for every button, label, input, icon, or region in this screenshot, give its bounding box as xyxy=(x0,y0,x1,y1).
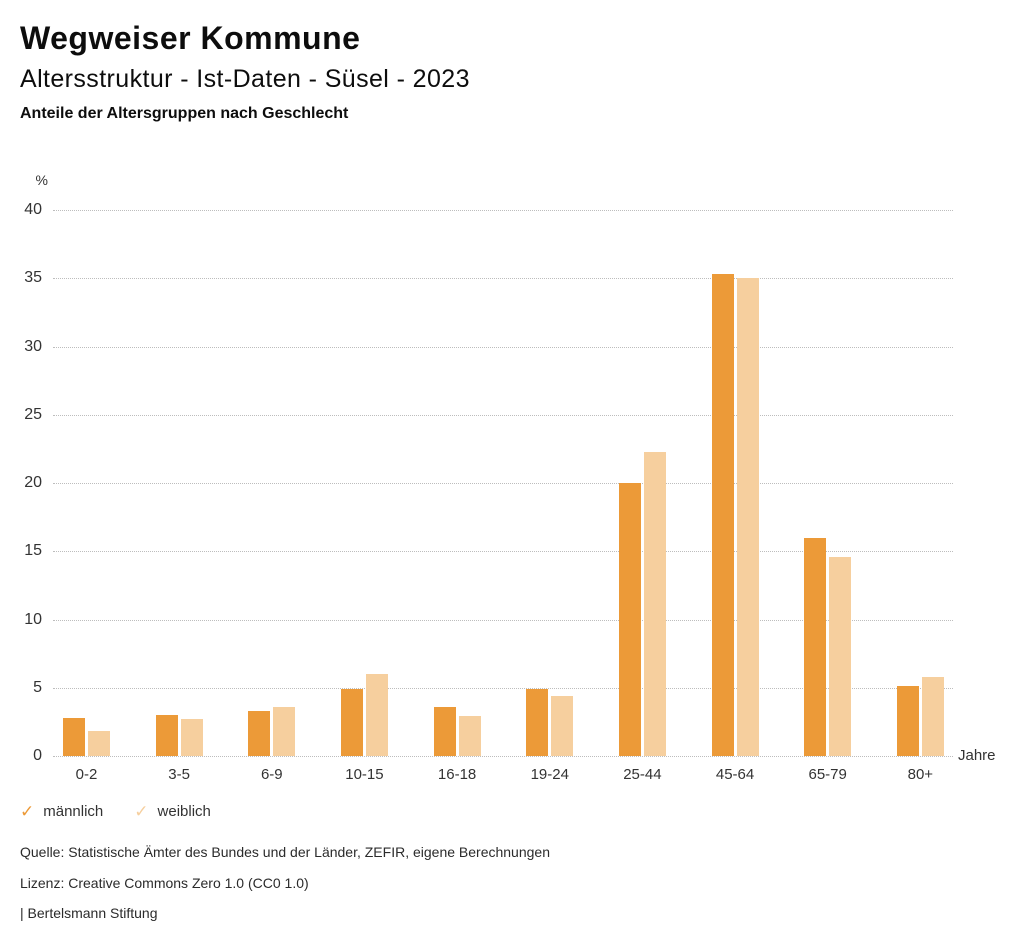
x-axis-tick-label: 65-79 xyxy=(808,766,847,783)
gridline xyxy=(53,414,953,416)
bar-weiblich-80+[interactable] xyxy=(921,676,944,756)
y-axis-tick-label: 0 xyxy=(33,747,42,764)
x-axis-tick-label: 3-5 xyxy=(168,766,190,783)
y-axis-tick-label: 25 xyxy=(24,405,42,423)
attribution-text: | Bertelsmann Stiftung xyxy=(20,905,158,921)
gridline xyxy=(53,619,953,621)
gridline xyxy=(53,278,953,280)
bar-männlich-16-18[interactable] xyxy=(433,706,456,756)
bar-weiblich-25-44[interactable] xyxy=(643,451,666,756)
checkmark-icon: ✓ xyxy=(20,802,35,821)
checkmark-icon: ✓ xyxy=(134,802,149,821)
bar-männlich-6-9[interactable] xyxy=(248,710,271,756)
gridline xyxy=(53,551,953,553)
page-title: Wegweiser Kommune xyxy=(20,20,361,56)
y-axis-tick-label: 35 xyxy=(24,269,42,287)
x-axis-tick-label: 6-9 xyxy=(260,766,283,783)
gridline xyxy=(53,756,953,757)
y-axis-tick-label: 10 xyxy=(24,610,42,628)
bar-männlich-19-24[interactable] xyxy=(526,689,549,756)
gridline xyxy=(53,210,953,211)
chart-plot xyxy=(53,210,953,757)
x-axis-unit-label: Jahre xyxy=(958,747,996,764)
x-axis-tick-label: 80+ xyxy=(907,766,934,783)
x-axis-tick-label: 19-24 xyxy=(530,766,569,783)
bar-weiblich-3-5[interactable] xyxy=(180,719,203,756)
bar-weiblich-45-64[interactable] xyxy=(736,278,759,756)
y-axis-unit-label: % xyxy=(35,172,48,188)
x-axis-tick-label: 45-64 xyxy=(715,766,755,783)
bar-weiblich-19-24[interactable] xyxy=(551,695,574,756)
page-subtitle: Altersstruktur - Ist-Daten - Süsel - 202… xyxy=(20,65,470,93)
bar-weiblich-10-15[interactable] xyxy=(365,674,388,756)
gridline xyxy=(53,687,953,689)
y-axis-tick-label: 40 xyxy=(24,201,42,218)
legend-item-weiblich[interactable]: ✓ weiblich xyxy=(134,803,211,820)
chart-legend: ✓ männlich ✓ weiblich xyxy=(20,803,242,820)
license-text: Lizenz: Creative Commons Zero 1.0 (CC0 1… xyxy=(20,875,309,891)
bar-weiblich-6-9[interactable] xyxy=(273,706,296,756)
chart-area: % Jahre 0 5 10 15 20 25 30 35 40 0-2 3-5 6-9 10-15 16… xyxy=(0,172,1024,810)
chart-heading: Anteile der Altersgruppen nach Geschlech… xyxy=(20,105,349,122)
legend-label-weiblich: weiblich xyxy=(157,803,211,820)
bar-männlich-0-2[interactable] xyxy=(63,717,85,756)
y-axis-tick-label: 15 xyxy=(24,542,42,560)
bar-männlich-45-64[interactable] xyxy=(711,274,734,756)
bar-männlich-10-15[interactable] xyxy=(340,689,363,756)
bar-männlich-80+[interactable] xyxy=(896,686,919,756)
y-axis-tick-label: 5 xyxy=(33,678,42,696)
legend-item-maennlich[interactable]: ✓ männlich xyxy=(20,803,103,820)
bar-männlich-3-5[interactable] xyxy=(155,715,178,756)
x-axis-tick-label: 25-44 xyxy=(623,766,662,783)
x-axis-tick-label: 0-2 xyxy=(75,766,98,783)
bar-männlich-65-79[interactable] xyxy=(804,537,827,756)
gridline xyxy=(53,483,953,484)
x-axis-tick-label: 16-18 xyxy=(437,766,477,783)
source-text: Quelle: Statistische Ämter des Bundes un… xyxy=(20,844,550,860)
y-axis-tick-label: 30 xyxy=(24,337,42,355)
bar-weiblich-0-2[interactable] xyxy=(88,731,110,756)
bar-weiblich-16-18[interactable] xyxy=(458,716,481,756)
legend-label-maennlich: männlich xyxy=(43,803,104,820)
bar-weiblich-65-79[interactable] xyxy=(829,556,852,756)
x-axis-tick-label: 10-15 xyxy=(345,766,384,783)
bar-männlich-25-44[interactable] xyxy=(618,483,641,756)
gridline xyxy=(53,346,953,348)
y-axis-tick-label: 20 xyxy=(24,474,42,491)
